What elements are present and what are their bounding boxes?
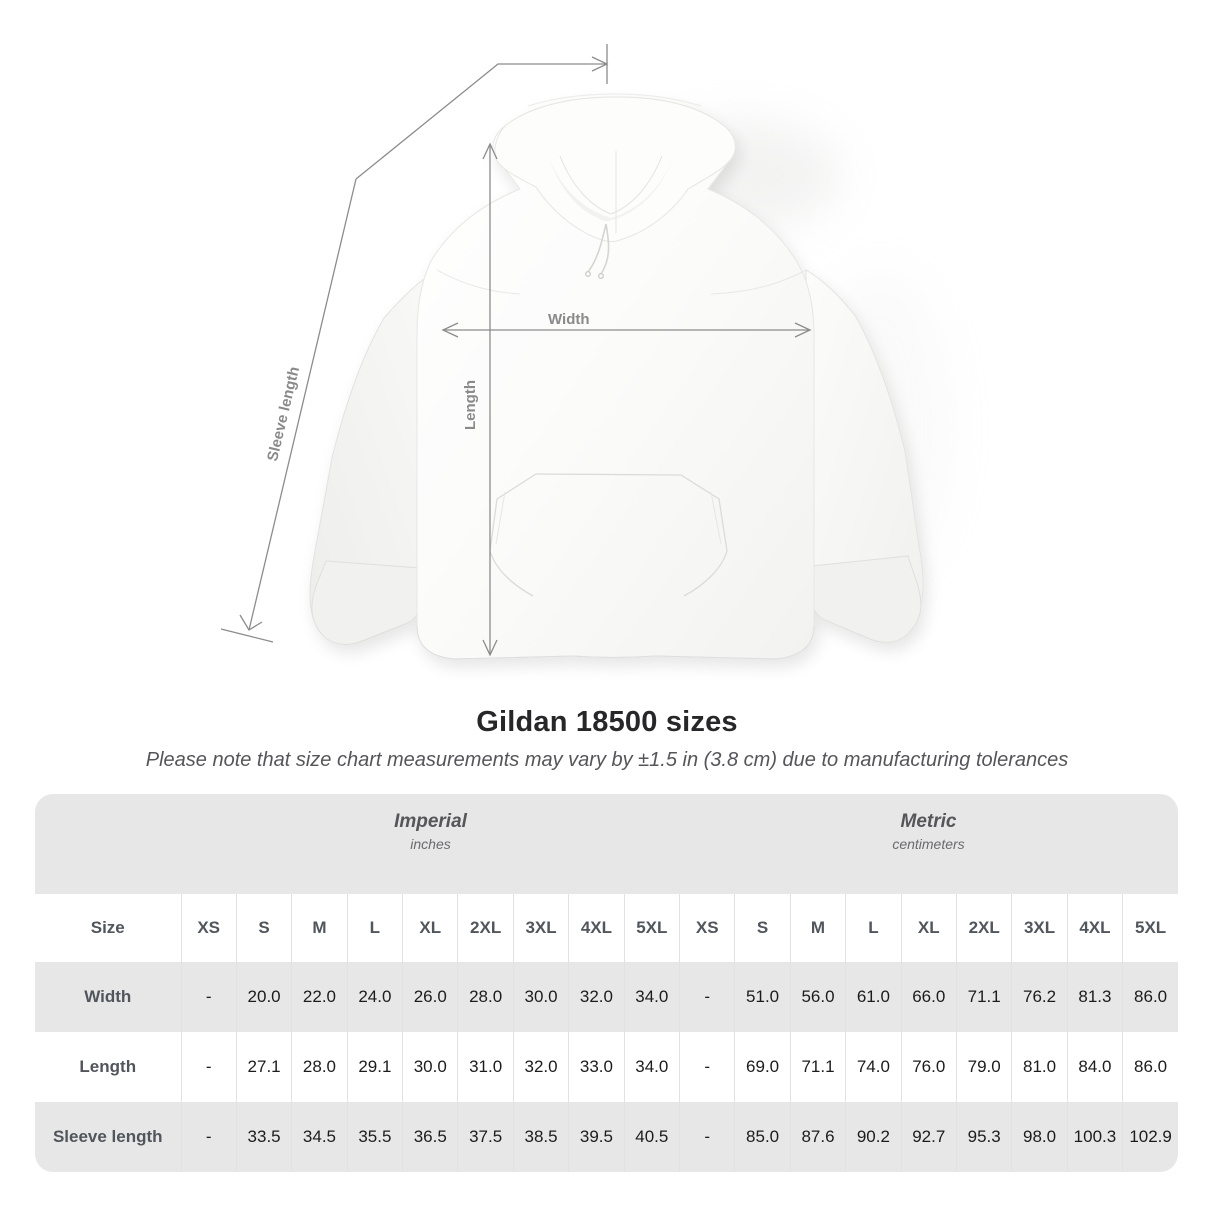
svg-text:Sleeve length: Sleeve length bbox=[264, 365, 303, 463]
svg-text:Length: Length bbox=[462, 380, 479, 430]
svg-text:Width: Width bbox=[548, 311, 590, 328]
